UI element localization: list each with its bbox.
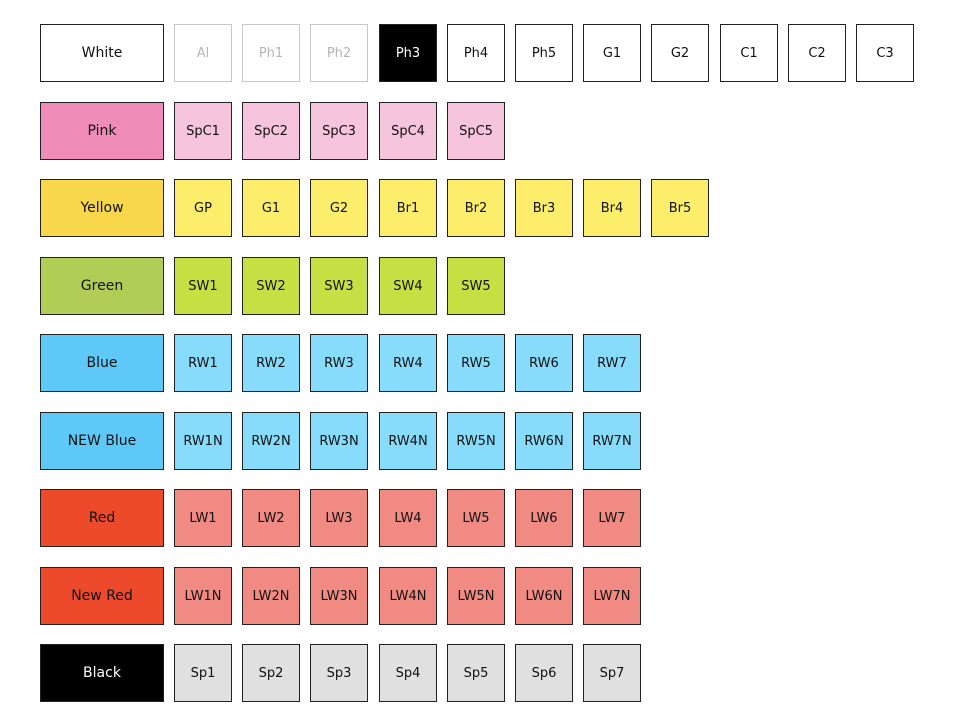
- pink-tile-spc2[interactable]: SpC2: [242, 102, 300, 160]
- yellow-tile-gp[interactable]: GP: [174, 179, 232, 237]
- new-blue-tile-rw2n[interactable]: RW2N: [242, 412, 300, 470]
- new-blue-tile-rw3n[interactable]: RW3N: [310, 412, 368, 470]
- yellow-tile-g2[interactable]: G2: [310, 179, 368, 237]
- new-blue-tile-rw5n[interactable]: RW5N: [447, 412, 505, 470]
- new-blue-color-button[interactable]: NEW Blue: [40, 412, 164, 470]
- red-tile-lw4[interactable]: LW4: [379, 489, 437, 547]
- white-tile-ph1[interactable]: Ph1: [242, 24, 300, 82]
- white-tile-ph5[interactable]: Ph5: [515, 24, 573, 82]
- yellow-tile-br4[interactable]: Br4: [583, 179, 641, 237]
- new-red-color-button[interactable]: New Red: [40, 567, 164, 625]
- blue-tile-rw6[interactable]: RW6: [515, 334, 573, 392]
- new-blue-tile-rw4n[interactable]: RW4N: [379, 412, 437, 470]
- new-blue-tile-rw1n[interactable]: RW1N: [174, 412, 232, 470]
- white-tile-al[interactable]: Al: [174, 24, 232, 82]
- green-color-button[interactable]: Green: [40, 257, 164, 315]
- pink-tile-spc5[interactable]: SpC5: [447, 102, 505, 160]
- white-tile-c2[interactable]: C2: [788, 24, 846, 82]
- new-blue-tile-rw7n[interactable]: RW7N: [583, 412, 641, 470]
- new-red-tile-lw2n[interactable]: LW2N: [242, 567, 300, 625]
- white-tile-ph2[interactable]: Ph2: [310, 24, 368, 82]
- blue-tile-rw1[interactable]: RW1: [174, 334, 232, 392]
- red-tile-lw2[interactable]: LW2: [242, 489, 300, 547]
- blue-tile-rw2[interactable]: RW2: [242, 334, 300, 392]
- green-tile-sw1[interactable]: SW1: [174, 257, 232, 315]
- black-tile-sp5[interactable]: Sp5: [447, 644, 505, 702]
- red-tile-lw5[interactable]: LW5: [447, 489, 505, 547]
- yellow-tile-g1[interactable]: G1: [242, 179, 300, 237]
- white-tile-ph3[interactable]: Ph3: [379, 24, 437, 82]
- green-tile-sw2[interactable]: SW2: [242, 257, 300, 315]
- red-color-button[interactable]: Red: [40, 489, 164, 547]
- yellow-tile-br1[interactable]: Br1: [379, 179, 437, 237]
- white-tile-g2[interactable]: G2: [651, 24, 709, 82]
- red-tile-lw6[interactable]: LW6: [515, 489, 573, 547]
- white-tile-g1[interactable]: G1: [583, 24, 641, 82]
- yellow-color-button[interactable]: Yellow: [40, 179, 164, 237]
- new-red-tile-lw6n[interactable]: LW6N: [515, 567, 573, 625]
- green-tile-sw5[interactable]: SW5: [447, 257, 505, 315]
- white-tile-c1[interactable]: C1: [720, 24, 778, 82]
- new-blue-tile-rw6n[interactable]: RW6N: [515, 412, 573, 470]
- green-tile-sw4[interactable]: SW4: [379, 257, 437, 315]
- new-red-tile-lw5n[interactable]: LW5N: [447, 567, 505, 625]
- white-tile-c3[interactable]: C3: [856, 24, 914, 82]
- pink-tile-spc1[interactable]: SpC1: [174, 102, 232, 160]
- black-tile-sp2[interactable]: Sp2: [242, 644, 300, 702]
- yellow-tile-br2[interactable]: Br2: [447, 179, 505, 237]
- black-color-button[interactable]: Black: [40, 644, 164, 702]
- black-tile-sp3[interactable]: Sp3: [310, 644, 368, 702]
- new-red-tile-lw7n[interactable]: LW7N: [583, 567, 641, 625]
- new-red-tile-lw1n[interactable]: LW1N: [174, 567, 232, 625]
- blue-tile-rw7[interactable]: RW7: [583, 334, 641, 392]
- new-red-tile-lw4n[interactable]: LW4N: [379, 567, 437, 625]
- blue-tile-rw3[interactable]: RW3: [310, 334, 368, 392]
- red-tile-lw3[interactable]: LW3: [310, 489, 368, 547]
- yellow-tile-br3[interactable]: Br3: [515, 179, 573, 237]
- white-tile-ph4[interactable]: Ph4: [447, 24, 505, 82]
- pink-color-button[interactable]: Pink: [40, 102, 164, 160]
- yellow-tile-br5[interactable]: Br5: [651, 179, 709, 237]
- blue-tile-rw4[interactable]: RW4: [379, 334, 437, 392]
- black-tile-sp7[interactable]: Sp7: [583, 644, 641, 702]
- green-tile-sw3[interactable]: SW3: [310, 257, 368, 315]
- red-tile-lw7[interactable]: LW7: [583, 489, 641, 547]
- black-tile-sp6[interactable]: Sp6: [515, 644, 573, 702]
- blue-color-button[interactable]: Blue: [40, 334, 164, 392]
- red-tile-lw1[interactable]: LW1: [174, 489, 232, 547]
- pink-tile-spc3[interactable]: SpC3: [310, 102, 368, 160]
- white-color-button[interactable]: White: [40, 24, 164, 82]
- pink-tile-spc4[interactable]: SpC4: [379, 102, 437, 160]
- black-tile-sp1[interactable]: Sp1: [174, 644, 232, 702]
- blue-tile-rw5[interactable]: RW5: [447, 334, 505, 392]
- black-tile-sp4[interactable]: Sp4: [379, 644, 437, 702]
- new-red-tile-lw3n[interactable]: LW3N: [310, 567, 368, 625]
